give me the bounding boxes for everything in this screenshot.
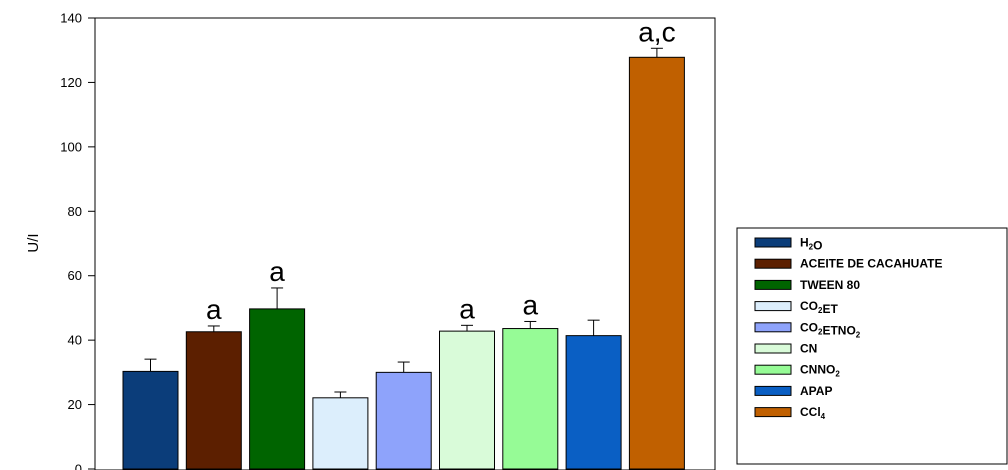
- bar: [375, 371, 432, 470]
- y-tick-label: 0: [75, 462, 82, 470]
- y-tick-label: 120: [60, 75, 82, 90]
- y-tick-label: 60: [68, 268, 82, 283]
- bar: [122, 370, 179, 470]
- y-axis-label: U/I: [25, 233, 42, 252]
- legend-label: APAP: [800, 384, 832, 398]
- legend-label: CN: [800, 342, 817, 356]
- y-axis: 0 20 40 60 80 100 120 140: [60, 11, 95, 470]
- legend-label: CCl4: [800, 405, 826, 421]
- bar: [439, 330, 495, 470]
- legend: H2O ACEITE DE CACAHUATE TWEEN 80 CO2ET CO2ET…: [736, 227, 1008, 465]
- significance-label: a: [459, 293, 475, 324]
- legend-swatch: [754, 364, 792, 375]
- legend-swatch: [754, 237, 792, 248]
- y-tick-label: 140: [60, 11, 82, 26]
- significance-label: a: [523, 289, 539, 320]
- legend-swatch: [754, 322, 792, 333]
- bar: [565, 335, 622, 470]
- bar: [312, 397, 369, 470]
- bars-group: [122, 47, 685, 470]
- legend-swatch: [754, 258, 792, 269]
- legend-label: CO2ETNO2: [800, 320, 861, 339]
- significance-label: a: [206, 294, 222, 325]
- bar: [249, 308, 306, 470]
- legend-swatch: [754, 385, 792, 396]
- bar: [185, 331, 242, 470]
- legend-swatch: [754, 407, 792, 418]
- legend-label: TWEEN 80: [800, 278, 860, 292]
- legend-label: CNNO2: [800, 363, 840, 379]
- y-tick-label: 100: [60, 139, 82, 154]
- plot-frame: [94, 17, 716, 470]
- significance-label: a: [269, 256, 285, 287]
- legend-swatch: [754, 301, 792, 312]
- bar: [502, 328, 559, 470]
- significance-labels: a a a a a,c: [206, 16, 676, 325]
- y-tick-label: 80: [68, 204, 82, 219]
- y-tick-label: 40: [68, 333, 82, 348]
- significance-label: a,c: [638, 16, 675, 47]
- legend-label: ACEITE DE CACAHUATE: [800, 257, 942, 271]
- legend-swatch: [754, 343, 792, 354]
- bar: [628, 56, 685, 470]
- legend-label: CO2ET: [800, 299, 838, 316]
- y-tick-label: 20: [68, 397, 82, 412]
- legend-label: H2O: [800, 236, 822, 253]
- legend-swatch: [754, 279, 792, 290]
